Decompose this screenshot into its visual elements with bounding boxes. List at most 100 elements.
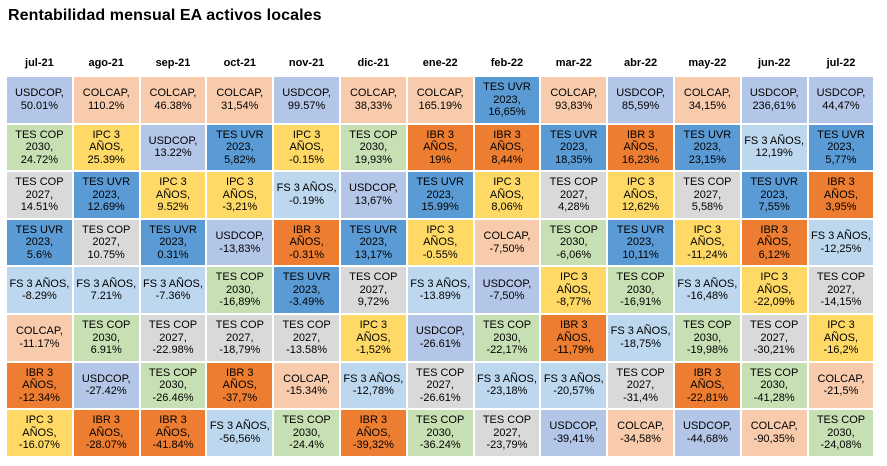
table-cell: USDCOP, -27.42% (72, 361, 140, 410)
table-cell: FS 3 AÑOS, -7.36% (139, 266, 207, 314)
column-header: abr-22 (624, 57, 658, 69)
table-cell: TES COP 2030, -26.46% (139, 361, 207, 410)
column-header: jun-22 (757, 57, 791, 69)
column-header: oct-21 (223, 57, 256, 69)
table-cell: COLCAP, 93,83% (540, 76, 608, 124)
table-cell: TES COP 2027, 9,72% (339, 266, 407, 314)
column-header: ene-22 (422, 57, 458, 69)
table-cell: TES UVR 2023, 15.99% (406, 171, 474, 219)
table-cell: TES COP 2030, 6.91% (72, 313, 140, 362)
table-cell: IBR 3 AÑOS, -12.34% (6, 361, 73, 410)
table-cell: USDCOP, 13.22% (139, 123, 207, 172)
table-cell: COLCAP, -90,35% (740, 409, 808, 457)
table-cell: TES COP 2027, 4,28% (540, 171, 608, 219)
column-header: jul-21 (25, 57, 54, 69)
table-cell: TES COP 2027, -13.58% (273, 313, 340, 362)
table-cell: FS 3 AÑOS, -16,48% (673, 266, 741, 314)
table-cell: IPC 3 AÑOS, -3,21% (206, 171, 274, 219)
table-cell: FS 3 AÑOS, -12,78% (339, 361, 407, 410)
table-cell: TES COP 2027, -22.98% (139, 313, 207, 362)
table-cell: TES UVR 2023, 16,65% (473, 76, 541, 124)
column-header: nov-21 (288, 57, 325, 69)
table-cell: IPC 3 AÑOS, -0.15% (273, 123, 340, 172)
table-cell: USDCOP, 50.01% (6, 76, 73, 124)
table-cell: TES COP 2030, -36.24% (406, 409, 474, 457)
table-cell: FS 3 AÑOS, -20,57% (540, 361, 608, 410)
table-cell: USDCOP, -13,83% (206, 218, 274, 267)
table-cell: USDCOP, 85,59% (607, 76, 674, 124)
table-cell: USDCOP, -7,50% (473, 266, 541, 314)
table-cell: USDCOP, 236,61% (740, 76, 808, 124)
table-cell: TES UVR 2023, 13,17% (339, 218, 407, 267)
table-cell: TES COP 2027, -26.61% (406, 361, 474, 410)
table-cell: TES COP 2030, -19,98% (673, 313, 741, 362)
table-cell: TES COP 2030, -41,28% (740, 361, 808, 410)
table-cell: IBR 3 AÑOS, 19% (406, 123, 474, 172)
table-cell: TES COP 2027, 10.75% (72, 218, 140, 267)
table-cell: TES COP 2027, -30,21% (740, 313, 808, 362)
table-cell: COLCAP, 38,33% (339, 76, 407, 124)
table-cell: USDCOP, 44,47% (807, 76, 875, 124)
table-cell: IPC 3 AÑOS, -8,77% (540, 266, 608, 314)
table-cell: TES COP 2030, -16,89% (206, 266, 274, 314)
table-cell: IPC 3 AÑOS, -22,09% (740, 266, 808, 314)
table-cell: IBR 3 AÑOS, -28.07% (72, 409, 140, 457)
table-cell: IBR 3 AÑOS, 8,44% (473, 123, 541, 172)
table-cell: IBR 3 AÑOS, -11,79% (540, 313, 608, 362)
table-cell: IPC 3 AÑOS, 25.39% (72, 123, 140, 172)
table-cell: TES UVR 2023, 7,55% (740, 171, 808, 219)
table-cell: FS 3 AÑOS, -8.29% (6, 266, 73, 314)
table-cell: COLCAP, 46.38% (139, 76, 207, 124)
table-cell: TES UVR 2023, 18,35% (540, 123, 608, 172)
column-header: dic-21 (357, 57, 390, 69)
table-cell: COLCAP, 110.2% (72, 76, 140, 124)
table-cell: TES COP 2030, -24.4% (273, 409, 340, 457)
table-cell: FS 3 AÑOS, 12,19% (740, 123, 808, 172)
table-cell: FS 3 AÑOS, -0.19% (273, 171, 340, 219)
table-cell: TES COP 2027, 5,58% (673, 171, 741, 219)
table-cell: IBR 3 AÑOS, -22,81% (673, 361, 741, 410)
returns-table: jul-21 ago-21 sep-21 oct-21 nov-21 dic-21 ene-… (6, 50, 875, 457)
table-cell: USDCOP, -26.61% (406, 313, 474, 362)
table-cell: TES UVR 2023, 23,15% (673, 123, 741, 172)
table-cell: TES UVR 2023, 5,77% (807, 123, 875, 172)
column-header: sep-21 (155, 57, 191, 69)
table-cell: TES COP 2027, -31,4% (607, 361, 674, 410)
table-cell: TES COP 2030, -22,17% (473, 313, 541, 362)
table-cell: FS 3 AÑOS, -56,56% (206, 409, 274, 457)
table-cell: IPC 3 AÑOS, -16.07% (6, 409, 73, 457)
table-cell: COLCAP, -11.17% (6, 313, 73, 362)
column-header: ago-21 (88, 57, 124, 69)
table-cell: TES UVR 2023, 0.31% (139, 218, 207, 267)
table-cell: TES COP 2027, -14,15% (807, 266, 875, 314)
table-cell: IBR 3 AÑOS, 16,23% (607, 123, 674, 172)
table-cell: FS 3 AÑOS, -13.89% (406, 266, 474, 314)
table-cell: IBR 3 AÑOS, -37,7% (206, 361, 274, 410)
table-cell: USDCOP, -44,68% (673, 409, 741, 457)
table-cell: COLCAP, -21,5% (807, 361, 875, 410)
table-cell: TES COP 2030, -24,08% (807, 409, 875, 457)
column-header: jul-22 (826, 57, 856, 69)
table-cell: FS 3 AÑOS, 7.21% (72, 266, 140, 314)
table-cell: IPC 3 AÑOS, 9.52% (139, 171, 207, 219)
table-cell: COLCAP, 31,54% (206, 76, 274, 124)
table-cell: USDCOP, -39,41% (540, 409, 608, 457)
table-cell: IBR 3 AÑOS, 6,12% (740, 218, 808, 267)
table-cell: TES UVR 2023, 5,82% (206, 123, 274, 172)
table-cell: USDCOP, 13,67% (339, 171, 407, 219)
chart-title: Rentabilidad mensual EA activos locales (8, 7, 322, 24)
table-cell: TES COP 2030, 24.72% (6, 123, 73, 172)
table-cell: COLCAP, 34,15% (673, 76, 741, 124)
table-cell: IBR 3 AÑOS, -41.84% (139, 409, 207, 457)
column-header: feb-22 (490, 57, 524, 69)
table-cell: TES UVR 2023, 12.69% (72, 171, 140, 219)
table-cell: USDCOP, 99.57% (273, 76, 340, 124)
table-cell: IBR 3 AÑOS, -39,32% (339, 409, 407, 457)
table-cell: COLCAP, -7,50% (473, 218, 541, 267)
table-cell: IPC 3 AÑOS, -1,52% (339, 313, 407, 362)
table-cell: TES UVR 2023, 10,11% (607, 218, 674, 267)
table-cell: IPC 3 AÑOS, -0.55% (406, 218, 474, 267)
table-cell: IPC 3 AÑOS, -11,24% (673, 218, 741, 267)
table-cell: TES UVR 2023, -3.49% (273, 266, 340, 314)
table-cell: TES COP 2027, -18,79% (206, 313, 274, 362)
